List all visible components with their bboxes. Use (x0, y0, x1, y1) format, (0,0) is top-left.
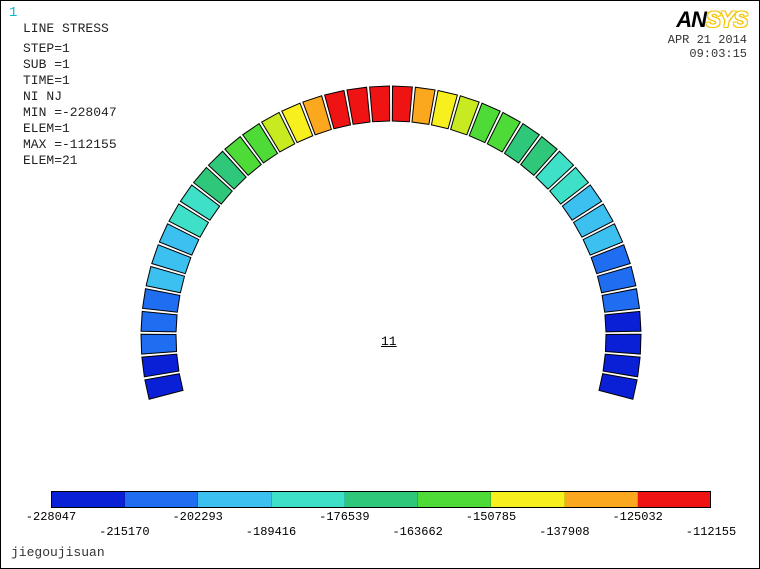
arch-segment (392, 86, 412, 122)
legend-swatch (491, 492, 564, 507)
legend-tick: -150785 (466, 510, 516, 524)
arch-segment (412, 87, 435, 124)
legend-bar (51, 491, 711, 508)
legend-labels: -228047-202293-176539-150785-125032-2151… (51, 508, 711, 540)
legend-tick: -137908 (539, 525, 589, 539)
arch-segment (370, 86, 390, 122)
footer-text: jiegoujisuan (11, 545, 105, 560)
legend-swatch (638, 492, 710, 507)
arch-segment (603, 354, 640, 377)
plot-frame: 1 LINE STRESS STEP=1SUB =1TIME=1NI NJMIN… (0, 0, 760, 569)
arch-segment (141, 311, 177, 331)
stress-arch-diagram (1, 1, 760, 501)
arch-segment (605, 334, 641, 354)
legend-tick: -228047 (26, 510, 76, 524)
arch-segment (145, 374, 183, 400)
legend-swatch (418, 492, 491, 507)
legend-tick: -163662 (392, 525, 442, 539)
arch-segment (142, 354, 179, 377)
element-center-label: 11 (381, 334, 397, 349)
legend-tick: -125032 (612, 510, 662, 524)
color-legend: -228047-202293-176539-150785-125032-2151… (51, 491, 711, 540)
legend-tick: -215170 (99, 525, 149, 539)
legend-tick: -202293 (172, 510, 222, 524)
legend-swatch (52, 492, 125, 507)
legend-swatch (272, 492, 345, 507)
arch-segment (605, 311, 641, 331)
arch-segment (602, 289, 639, 312)
legend-swatch (345, 492, 418, 507)
arch-segment (599, 374, 637, 400)
arch-segment (347, 87, 370, 124)
legend-tick: -176539 (319, 510, 369, 524)
arch-segment (143, 289, 180, 312)
legend-swatch (125, 492, 198, 507)
legend-swatch (198, 492, 271, 507)
legend-tick: -189416 (246, 525, 296, 539)
legend-tick: -112155 (686, 525, 736, 539)
arch-segment (141, 334, 177, 354)
legend-swatch (565, 492, 638, 507)
